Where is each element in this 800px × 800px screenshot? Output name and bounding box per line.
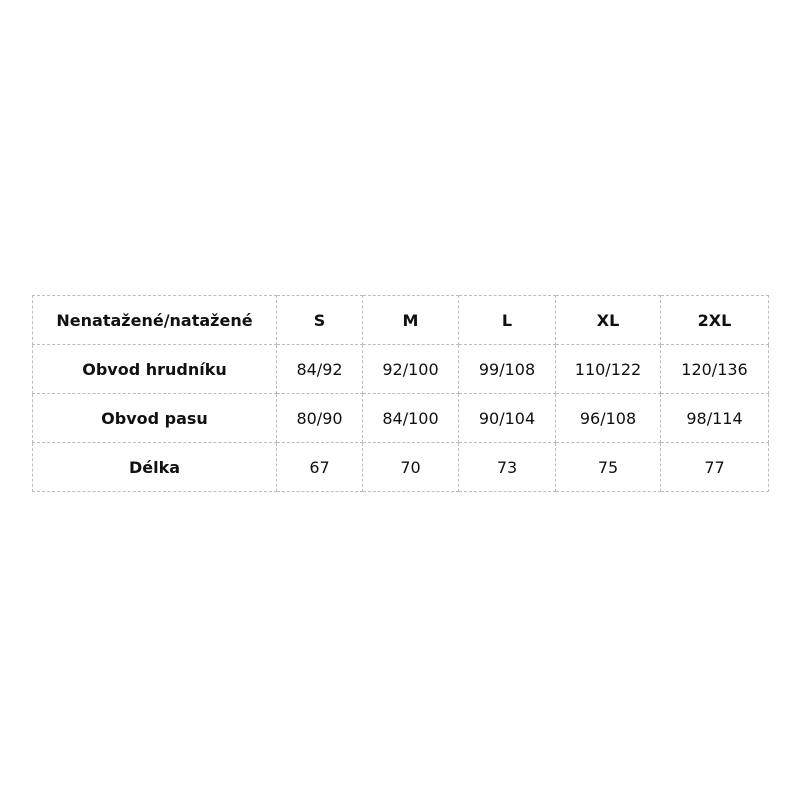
table-cell: 99/108 xyxy=(458,344,556,394)
table-cell: 90/104 xyxy=(458,393,556,443)
table-cell: 80/90 xyxy=(276,393,363,443)
column-header: S xyxy=(276,295,363,345)
size-chart-table: Nenatažené/natažené S M L XL 2XL Obvod hrudník… xyxy=(32,295,769,492)
row-label: Obvod hrudníku xyxy=(32,344,277,394)
row-label: Obvod pasu xyxy=(32,393,277,443)
table-row: Obvod pasu 80/90 84/100 90/104 96/108 98/114 xyxy=(32,393,769,443)
column-header: 2XL xyxy=(660,295,769,345)
column-header: Nenatažené/natažené xyxy=(32,295,277,345)
column-header: XL xyxy=(555,295,661,345)
table-cell: 67 xyxy=(276,442,363,492)
table-cell: 84/100 xyxy=(362,393,459,443)
table-cell: 77 xyxy=(660,442,769,492)
table-cell: 96/108 xyxy=(555,393,661,443)
column-header: L xyxy=(458,295,556,345)
table-cell: 75 xyxy=(555,442,661,492)
table-cell: 110/122 xyxy=(555,344,661,394)
table-cell: 84/92 xyxy=(276,344,363,394)
table-cell: 73 xyxy=(458,442,556,492)
table-cell: 98/114 xyxy=(660,393,769,443)
table-cell: 70 xyxy=(362,442,459,492)
table-cell: 120/136 xyxy=(660,344,769,394)
header-row: Nenatažené/natažené S M L XL 2XL xyxy=(32,295,769,345)
table-cell: 92/100 xyxy=(362,344,459,394)
column-header: M xyxy=(362,295,459,345)
table-row: Obvod hrudníku 84/92 92/100 99/108 110/122 12… xyxy=(32,344,769,394)
row-label: Délka xyxy=(32,442,277,492)
table-row: Délka 67 70 73 75 77 xyxy=(32,442,769,492)
